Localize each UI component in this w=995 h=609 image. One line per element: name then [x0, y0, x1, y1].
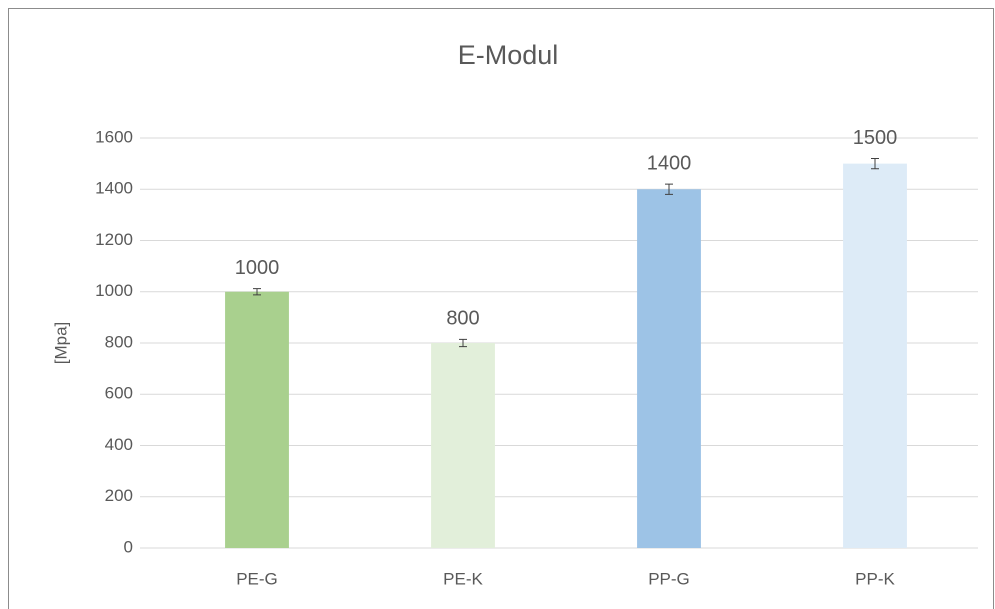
y-tick-label: 600 — [105, 384, 133, 403]
data-label: 1500 — [853, 127, 898, 149]
y-axis-label: [Mpa] — [51, 322, 70, 365]
bar — [225, 291, 289, 548]
chart-frame — [8, 8, 994, 609]
x-tick-label: PP-K — [855, 569, 895, 588]
x-tick-label: PP-G — [648, 569, 690, 588]
error-bar — [459, 338, 467, 348]
x-tick-label: PE-G — [236, 569, 278, 588]
data-label: 1000 — [235, 257, 280, 279]
y-tick-label: 1000 — [95, 281, 133, 300]
y-tick-label: 400 — [105, 435, 133, 454]
y-tick-label: 1400 — [95, 179, 133, 198]
y-tick-label: 0 — [124, 537, 133, 556]
y-tick-label: 1200 — [95, 230, 133, 249]
y-tick-label: 800 — [105, 332, 133, 351]
error-bar — [253, 288, 261, 296]
y-tick-label: 1600 — [95, 127, 133, 146]
bar — [637, 189, 701, 548]
data-label: 1400 — [647, 152, 692, 174]
data-label: 800 — [446, 308, 479, 330]
y-tick-label: 200 — [105, 486, 133, 505]
bar — [843, 163, 907, 548]
chart-title: E-Modul — [458, 40, 559, 70]
error-bar — [871, 158, 879, 170]
x-tick-label: PE-K — [443, 569, 483, 588]
bar — [431, 343, 495, 548]
error-bar — [665, 183, 673, 195]
